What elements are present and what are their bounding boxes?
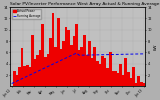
Bar [135, 83, 137, 86]
Bar [52, 13, 54, 86]
Bar [21, 48, 23, 86]
Bar [70, 45, 73, 86]
Bar [137, 76, 140, 86]
Bar [75, 24, 78, 86]
Bar [47, 54, 49, 86]
Bar [109, 52, 112, 86]
Bar [112, 71, 114, 86]
Bar [60, 48, 62, 86]
Bar [26, 65, 28, 86]
Bar [132, 67, 135, 86]
Bar [16, 75, 18, 86]
Bar [31, 36, 34, 86]
Bar [73, 36, 75, 86]
Bar [88, 41, 91, 86]
Bar [130, 78, 132, 86]
Bar [86, 55, 88, 86]
Bar [67, 30, 70, 86]
Bar [57, 18, 60, 86]
Bar [143, 83, 145, 86]
Bar [65, 27, 67, 86]
Bar [106, 68, 109, 86]
Bar [127, 72, 130, 86]
Bar [140, 82, 143, 86]
Bar [54, 47, 57, 86]
Bar [80, 47, 83, 86]
Bar [13, 71, 16, 86]
Bar [49, 38, 52, 86]
Text: Solar PV/Inverter Performance West Array Actual & Running Average Power Output: Solar PV/Inverter Performance West Array… [10, 2, 160, 6]
Bar [114, 71, 117, 86]
Bar [104, 58, 106, 86]
Bar [122, 75, 124, 86]
Bar [124, 58, 127, 86]
Bar [101, 56, 104, 86]
Bar [23, 66, 26, 86]
Bar [28, 67, 31, 86]
Bar [117, 73, 119, 86]
Bar [99, 64, 101, 86]
Bar [39, 50, 41, 86]
Bar [34, 59, 36, 86]
Bar [96, 61, 99, 86]
Bar [36, 55, 39, 86]
Bar [41, 24, 44, 86]
Bar [119, 64, 122, 86]
Bar [83, 36, 86, 86]
Bar [93, 47, 96, 86]
Bar [18, 67, 21, 86]
Bar [91, 58, 93, 86]
Bar [62, 41, 65, 86]
Bar [44, 57, 47, 86]
Bar [78, 50, 80, 86]
Legend: Actual Power, Running Average: Actual Power, Running Average [12, 9, 41, 19]
Y-axis label: kW: kW [154, 44, 158, 50]
